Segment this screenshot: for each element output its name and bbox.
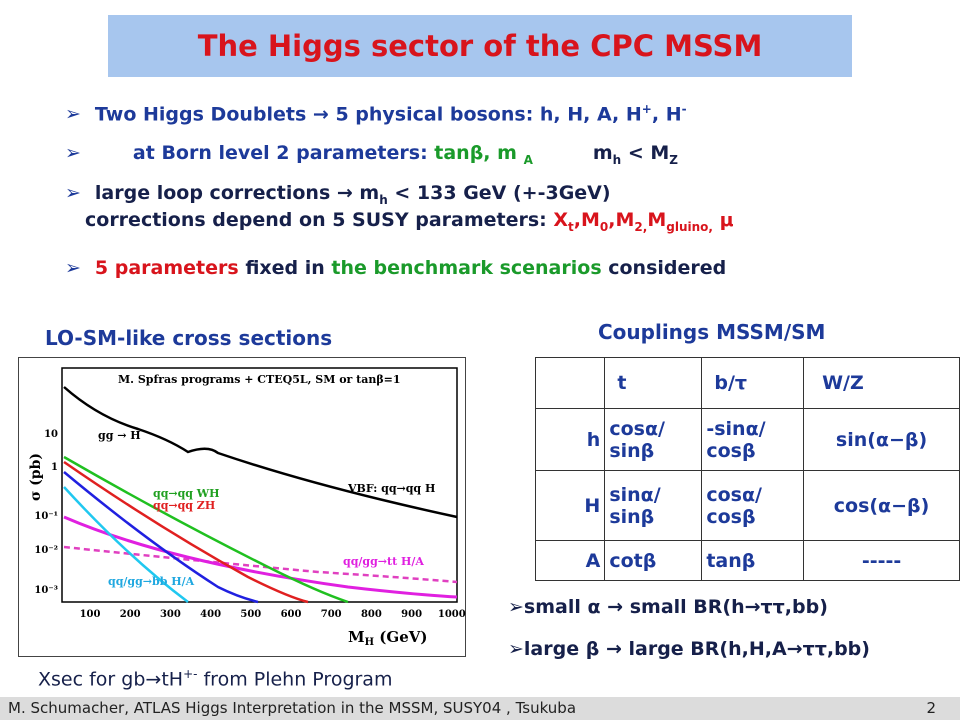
cell-line: tanβ [706, 549, 756, 572]
table-cell: sin(α−β) [803, 408, 960, 471]
x-tick-label: 800 [361, 609, 382, 620]
table-header: W/Z [803, 357, 960, 409]
cell-line: cotβ [609, 549, 657, 572]
y-axis-label: σ (pb) [28, 453, 44, 501]
cell-line: cosβ [706, 439, 756, 462]
y-tick-label: 1 [51, 462, 58, 473]
row-label: A [534, 540, 606, 581]
cell-line: cosα/ [609, 417, 665, 440]
y-tick-label: 10⁻¹ [34, 511, 58, 522]
x-tick-label: 300 [160, 609, 181, 620]
y-tick-label: 10 [44, 429, 58, 440]
x-tick-label: 1000 [438, 609, 466, 620]
bullet: ➢ Two Higgs Doublets → 5 physical bosons:… [65, 102, 687, 126]
x-tick-label: 900 [401, 609, 422, 620]
y-tick-label: 10⁻² [34, 545, 58, 556]
x-tick-label: 100 [80, 609, 101, 620]
curve [63, 455, 349, 604]
curve-label: qq/gg→bb H/A [108, 575, 195, 588]
row-label: h [534, 408, 606, 471]
x-tick-label: 500 [240, 609, 261, 620]
cell-line: cosα/ [706, 483, 762, 506]
curve [63, 460, 309, 604]
curve-label: qq→qq ZH [153, 499, 215, 512]
cell-line: sinβ [609, 505, 655, 528]
cell-line: sinβ [609, 439, 655, 462]
curve [63, 515, 458, 599]
x-tick-label: 400 [200, 609, 221, 620]
x-tick-label: 600 [281, 609, 302, 620]
curve [63, 545, 458, 584]
plot-caption: Xsec for gb→tH+- from Plehn Program [38, 667, 393, 691]
slide-title: The Higgs sector of the CPC MSSM [108, 15, 852, 77]
curve [63, 486, 189, 603]
table-row: t b/τ W/Z [534, 357, 960, 409]
row-label: H [534, 470, 606, 541]
cell-line: ----- [861, 549, 902, 572]
curve-label: qq/gg→tt H/A [343, 555, 424, 568]
cell-line: cos(α−β) [833, 494, 930, 517]
x-tick-label: 700 [321, 609, 342, 620]
table-cell: sinα/sinβ [604, 470, 703, 541]
table-cell: tanβ [701, 540, 805, 581]
plot-image: M. Spfras programs + CTEQ5L, SM or tanβ=… [18, 357, 466, 657]
table-row: h cosα/sinβ -sinα/cosβ sin(α−β) [534, 408, 960, 471]
table-cell [534, 357, 606, 409]
plot-heading: LO-SM-like cross sections [45, 326, 333, 350]
y-tick-label: 10⁻³ [34, 585, 58, 596]
x-axis-label: MH (GeV) [348, 628, 427, 648]
note: ➢large β → large BR(h,H,A→ττ,bb) [508, 638, 870, 660]
curve-label: gg → H [98, 429, 141, 442]
cell-line: -sinα/ [706, 417, 766, 440]
footer: M. Schumacher, ATLAS Higgs Interpretatio… [0, 697, 960, 720]
cell-line: cosβ [706, 505, 756, 528]
note: ➢small α → small BR(h→ττ,bb) [508, 596, 828, 618]
bullet: ➢ 5 parameters fixed in the benchmark sce… [65, 257, 727, 279]
table-cell: cosα/cosβ [701, 470, 805, 541]
table-cell: ----- [803, 540, 960, 581]
table-cell: cos(α−β) [803, 470, 960, 541]
curve-label: VBF: qq→qq H [347, 482, 435, 495]
curve [63, 471, 259, 604]
curve [63, 386, 458, 519]
cell-line: sin(α−β) [835, 428, 928, 451]
bullet-line: corrections depend on 5 SUSY parameters:… [85, 209, 734, 234]
table-cell: cotβ [604, 540, 703, 581]
table-header: t [604, 357, 703, 409]
table-header: b/τ [701, 357, 805, 409]
table-cell: -sinα/cosβ [701, 408, 805, 471]
cell-line: sinα/ [609, 483, 661, 506]
table-cell: cosα/sinβ [604, 408, 703, 471]
curve-label: qq→qq WH [153, 487, 220, 500]
bullet: ➢ large loop corrections → mh < 133 GeV (… [65, 182, 611, 207]
plot-note: M. Spfras programs + CTEQ5L, SM or tanβ=… [118, 373, 401, 386]
table-heading: Couplings MSSM/SM [598, 320, 826, 344]
axes-box [61, 367, 458, 603]
x-tick-label: 200 [120, 609, 141, 620]
